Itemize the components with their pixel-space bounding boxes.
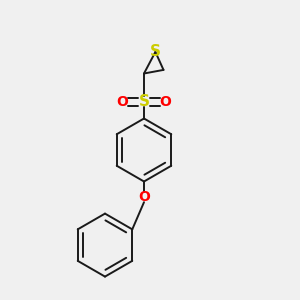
Text: O: O: [116, 95, 128, 109]
Text: O: O: [138, 190, 150, 204]
Text: S: S: [139, 94, 149, 110]
Text: S: S: [150, 44, 161, 59]
Text: O: O: [160, 95, 172, 109]
